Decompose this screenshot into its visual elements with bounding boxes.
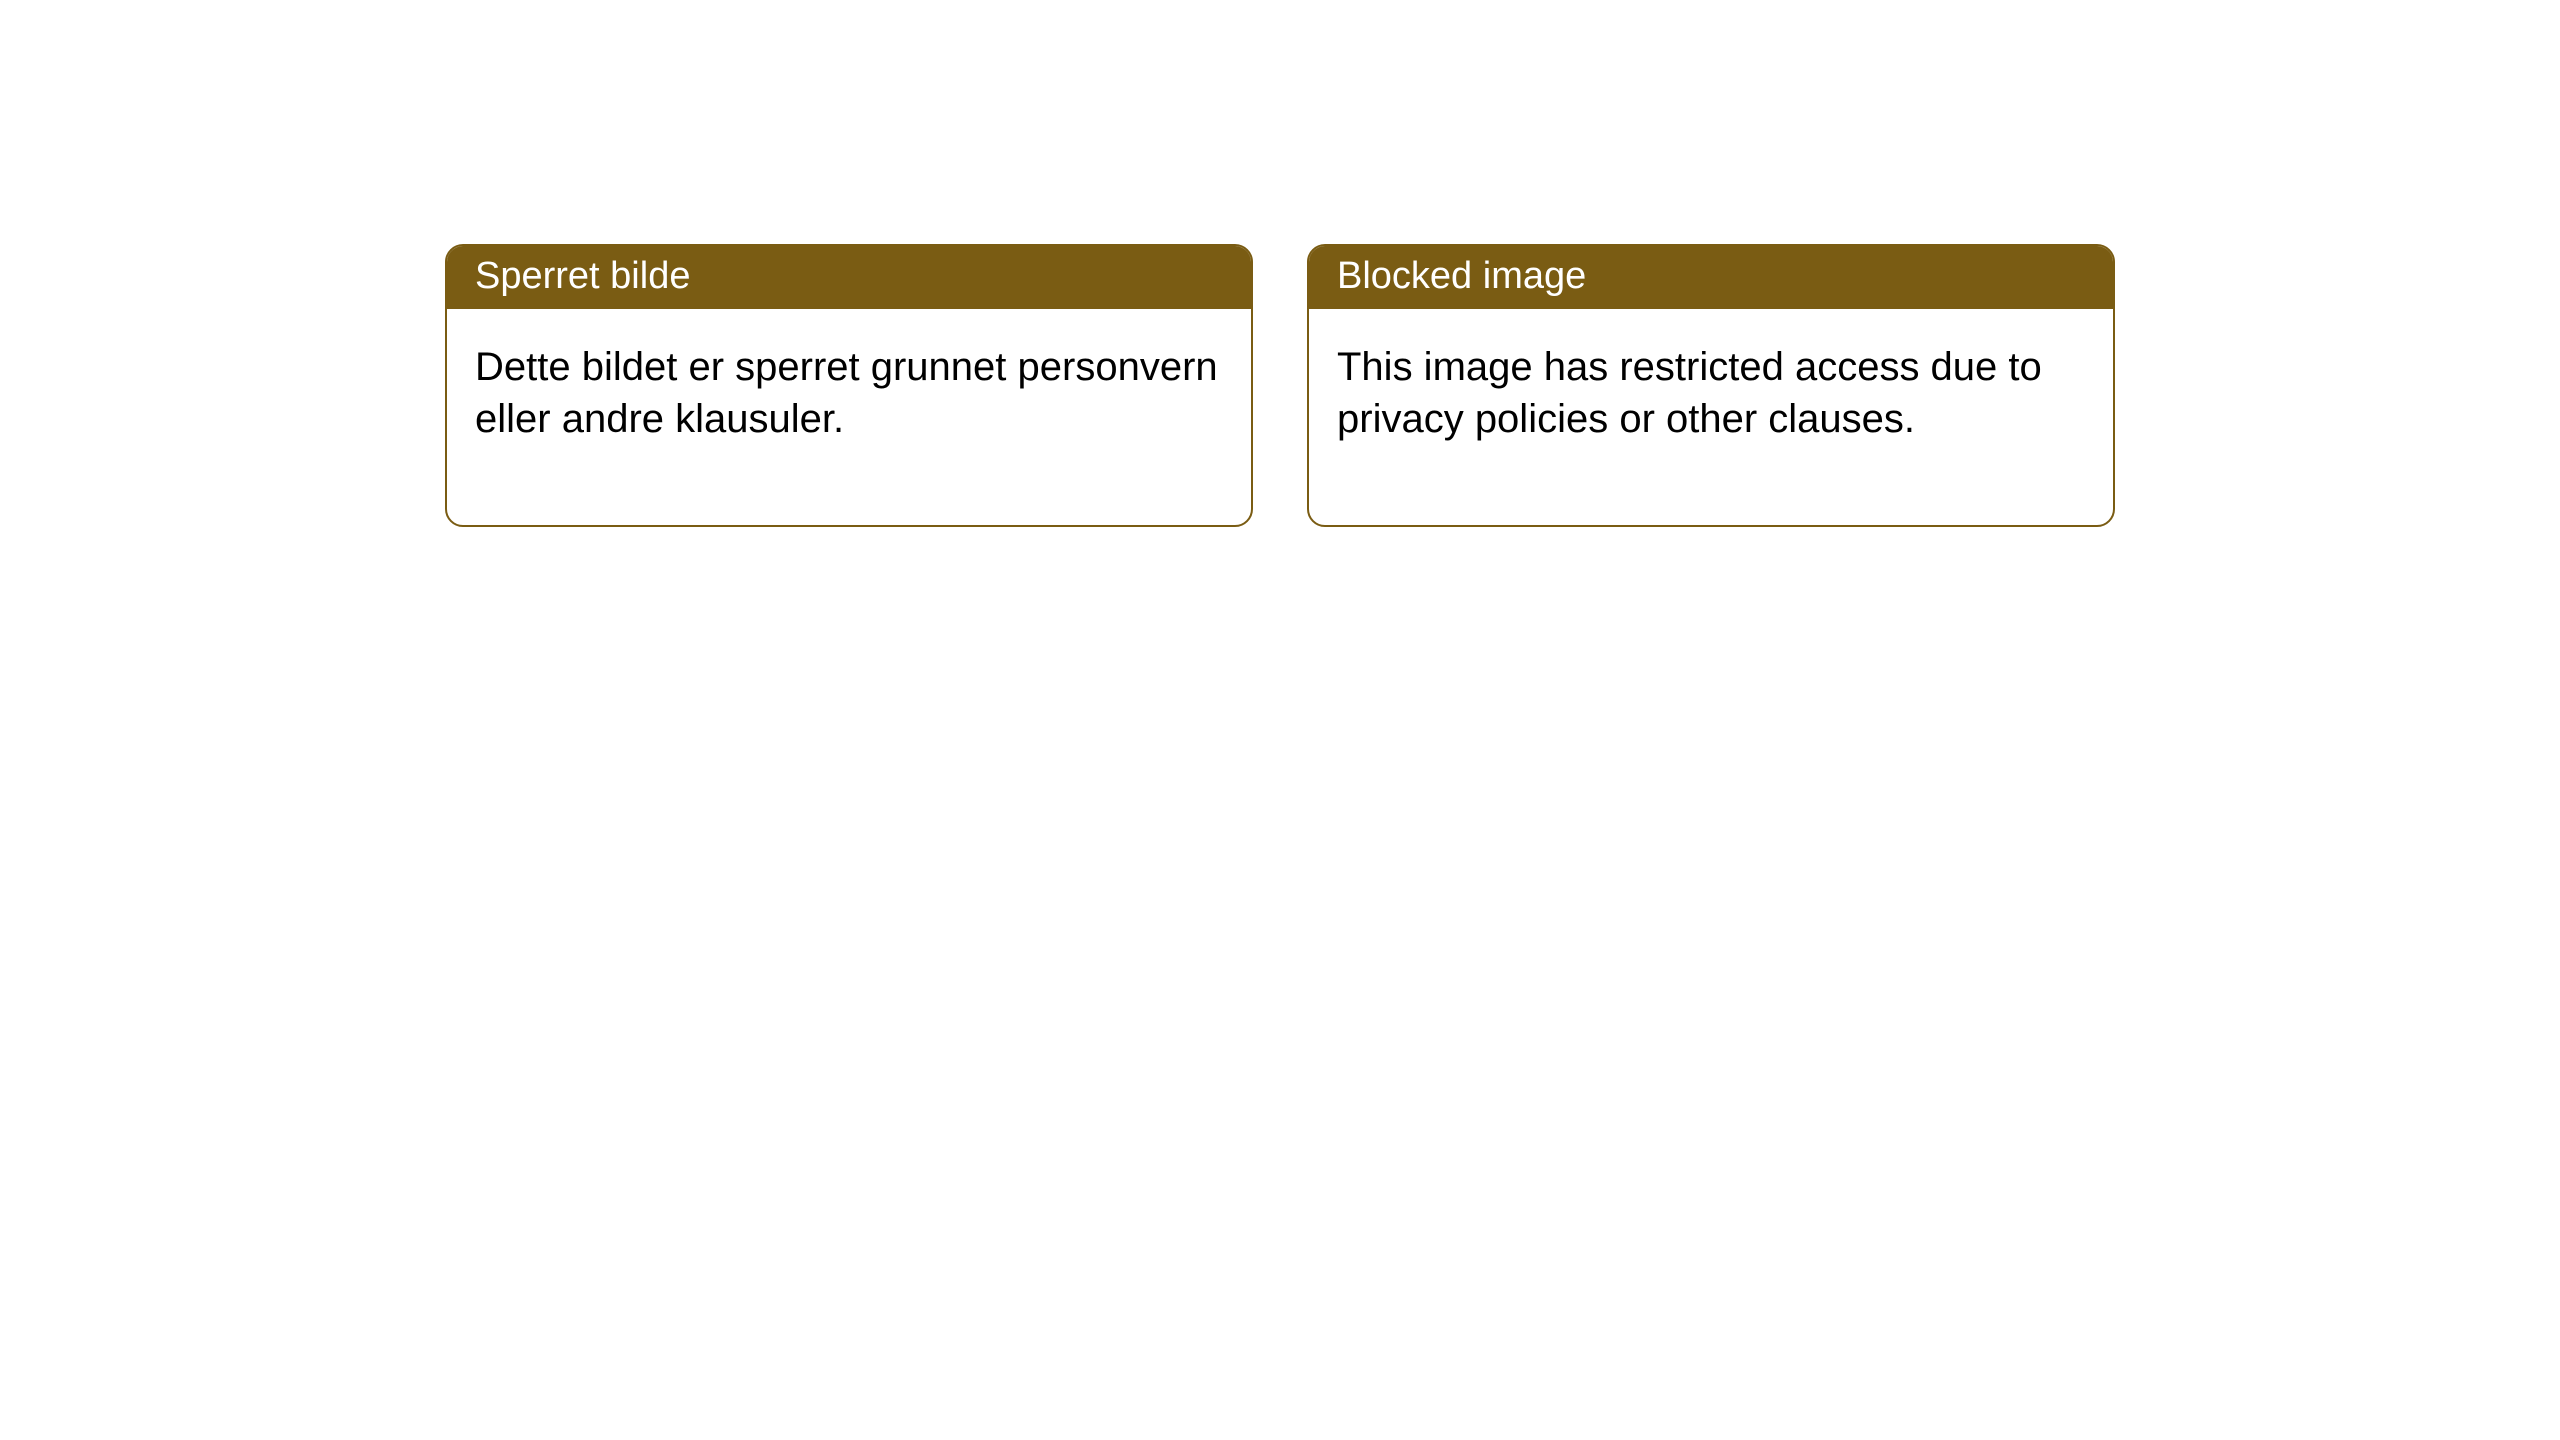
notice-body-text: This image has restricted access due to … [1337, 345, 2042, 441]
notice-title: Blocked image [1337, 255, 1586, 297]
notice-title: Sperret bilde [475, 255, 690, 297]
notice-card-norwegian: Sperret bilde Dette bildet er sperret gr… [445, 244, 1253, 527]
notice-card-english: Blocked image This image has restricted … [1307, 244, 2115, 527]
notice-container: Sperret bilde Dette bildet er sperret gr… [445, 244, 2115, 527]
notice-body: Dette bildet er sperret grunnet personve… [447, 309, 1251, 525]
notice-body: This image has restricted access due to … [1309, 309, 2113, 525]
notice-body-text: Dette bildet er sperret grunnet personve… [475, 345, 1218, 441]
notice-header: Blocked image [1309, 246, 2113, 309]
notice-header: Sperret bilde [447, 246, 1251, 309]
